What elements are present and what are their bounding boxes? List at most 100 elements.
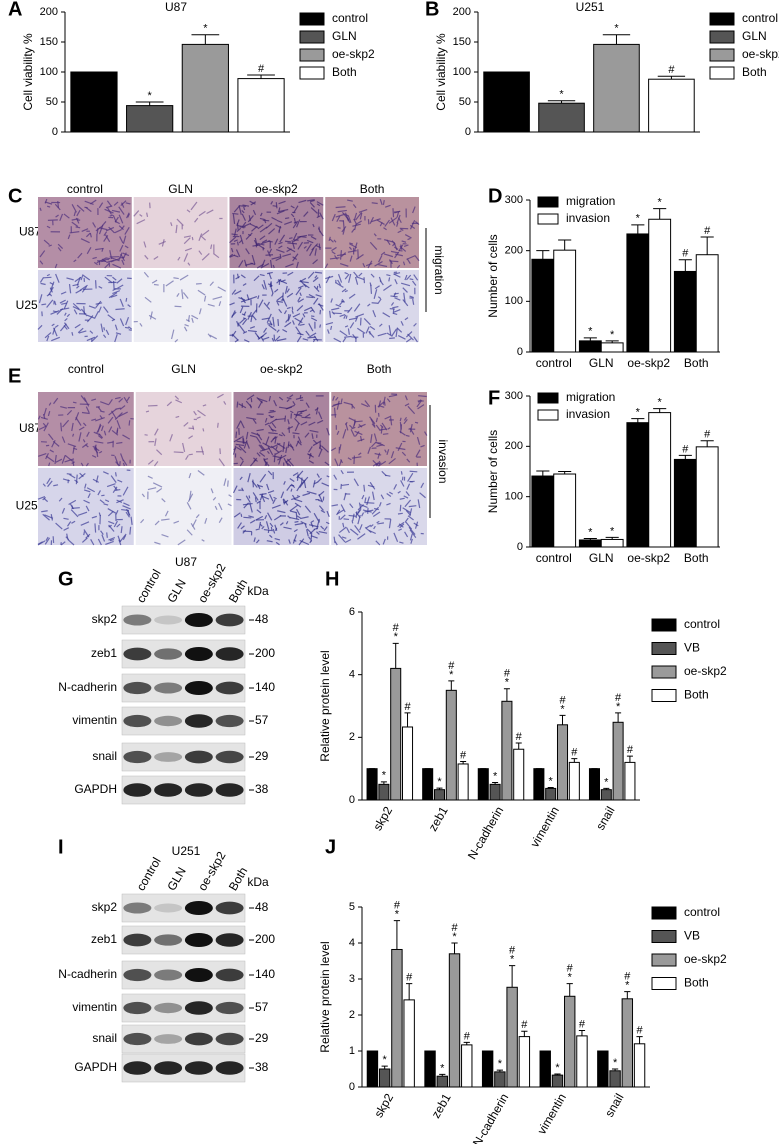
- protein-label: snail: [92, 749, 117, 763]
- cell-stain: [272, 316, 275, 327]
- cell-stain: [126, 212, 130, 219]
- cell-stain: [264, 417, 268, 423]
- significance-mark: #: [571, 747, 578, 759]
- cell-stain: [300, 520, 307, 525]
- cell-stain: [43, 239, 50, 246]
- cell-stain: [318, 530, 328, 534]
- cell-stain: [404, 499, 412, 508]
- cell-stain: [331, 307, 340, 311]
- cell-stain: [76, 209, 81, 217]
- cell-stain: [270, 201, 274, 205]
- cell-stain: [184, 324, 189, 327]
- cell-stain: [296, 508, 301, 516]
- blot-band: [215, 681, 244, 695]
- cell-stain: [407, 405, 416, 415]
- cell-stain: [243, 259, 248, 267]
- cell-stain: [313, 481, 319, 485]
- bar: [633, 1043, 646, 1088]
- x-tick-label: oe-skp2: [627, 356, 670, 370]
- cell-stain: [243, 222, 252, 227]
- cell-stain: [382, 433, 389, 435]
- cell-stain: [296, 219, 301, 228]
- cell-stain: [64, 317, 68, 322]
- cell-stain: [186, 502, 192, 510]
- cell-stain: [351, 426, 356, 430]
- cell-stain: [323, 526, 328, 532]
- cell-stain: [304, 505, 312, 513]
- error-bar: [547, 786, 554, 789]
- cell-stain: [174, 395, 180, 400]
- cell-stain: [66, 521, 72, 527]
- cell-stain: [331, 311, 335, 315]
- cell-stain: [125, 316, 130, 326]
- cell-stain: [414, 255, 420, 262]
- cell-stain: [261, 259, 266, 268]
- cell-stain: [333, 474, 338, 480]
- blot-band: [123, 783, 152, 797]
- cell-stain: [44, 201, 53, 205]
- cell-stain: [243, 502, 250, 509]
- cell-stain: [371, 491, 375, 501]
- cell-stain: [278, 396, 284, 401]
- cell-stain: [369, 241, 378, 250]
- cell-stain: [263, 458, 269, 461]
- cell-stain: [185, 454, 189, 461]
- cell-stain: [259, 235, 266, 241]
- significance-mark: *: [625, 980, 630, 992]
- cell-stain: [114, 216, 119, 223]
- y-tick-label: 100: [40, 66, 58, 78]
- cell-stain: [287, 271, 294, 276]
- cell-stain: [129, 526, 132, 535]
- bar: [626, 422, 650, 548]
- cell-stain: [405, 331, 413, 338]
- blot-band: [215, 647, 244, 661]
- cell-stain: [373, 289, 378, 299]
- cell-stain: [184, 247, 192, 252]
- legend-swatch: [537, 392, 559, 404]
- bar: [556, 724, 569, 801]
- cell-stain: [364, 400, 371, 408]
- cell-stain: [386, 332, 393, 337]
- cell-stain: [232, 485, 238, 494]
- cell-stain: [395, 328, 398, 338]
- significance-mark: #: [394, 900, 401, 912]
- cell-stain: [281, 432, 286, 437]
- cell-stain: [238, 260, 244, 268]
- legend-swatch: [709, 30, 735, 44]
- blot-band: [215, 783, 244, 797]
- significance-mark: #: [636, 1025, 643, 1037]
- cell-stain: [92, 478, 99, 483]
- cell-stain: [388, 325, 392, 336]
- significance-mark: *: [383, 1054, 388, 1066]
- blot-band: [184, 783, 213, 797]
- cell-stain: [268, 248, 273, 254]
- bar: [600, 538, 624, 548]
- significance-mark: #: [404, 701, 411, 713]
- cell-stain: [393, 309, 401, 313]
- cell-stain: [361, 403, 369, 408]
- cell-stain: [259, 473, 267, 483]
- bar: [448, 953, 461, 1088]
- cell-stain: [347, 250, 357, 253]
- cell-stain: [43, 407, 47, 416]
- cell-stain: [307, 199, 315, 202]
- legend-swatch: [651, 930, 677, 943]
- error-bar: [536, 250, 550, 260]
- cell-stain: [97, 423, 102, 433]
- cell-stain: [349, 322, 355, 329]
- cell-stain: [286, 399, 290, 403]
- cell-stain: [362, 262, 366, 268]
- cell-stain: [60, 541, 66, 546]
- cell-stain: [112, 486, 118, 493]
- cell-stain: [358, 502, 362, 510]
- cell-stain: [293, 529, 298, 533]
- panel-label: J: [325, 836, 336, 858]
- cell-stain: [108, 292, 118, 299]
- legend-label: control: [684, 617, 720, 631]
- significance-mark: *: [395, 909, 400, 921]
- cell-stain: [289, 394, 294, 398]
- cell-stain: [92, 222, 97, 228]
- bar: [501, 700, 513, 801]
- cell-stain: [235, 443, 245, 447]
- cell-stain: [117, 479, 123, 483]
